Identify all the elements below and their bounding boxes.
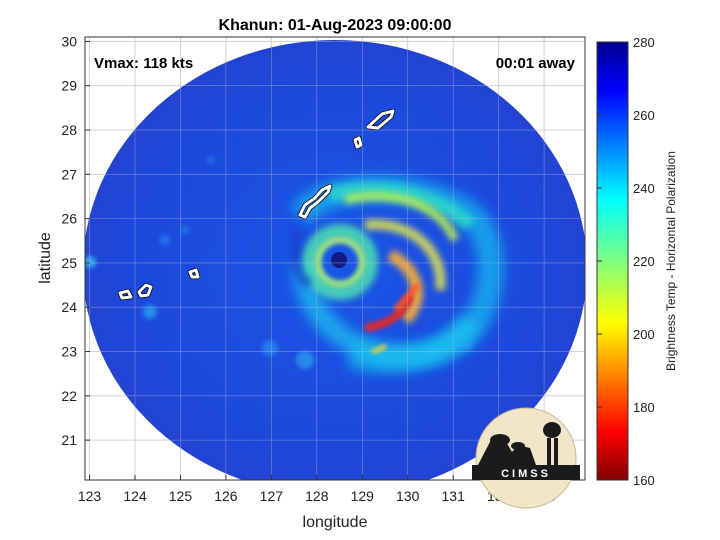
logo-text: CIMSS [501, 468, 551, 480]
x-tick-label: 130 [396, 488, 420, 504]
x-axis-label: longitude [303, 514, 368, 531]
axes-border [84, 36, 586, 481]
y-tick-label: 30 [61, 33, 77, 49]
coastlines [117, 108, 396, 301]
x-tick-label: 125 [169, 488, 193, 504]
colorbar-label: Brightness Temp - Horizontal Polarizatio… [664, 151, 678, 371]
x-tick-label: 126 [214, 488, 238, 504]
y-tick-labels: 21 22 23 24 25 26 27 28 29 30 [61, 33, 90, 448]
y-tick-label: 23 [61, 344, 77, 360]
colorbar-tick-label: 160 [633, 473, 655, 488]
colorbar-tick-label: 200 [633, 327, 655, 342]
x-tick-label: 124 [123, 488, 147, 504]
colorbar-tick-label: 280 [633, 35, 655, 50]
colorbar-tick-label: 240 [633, 181, 655, 196]
y-axis-label: latitude [37, 232, 54, 284]
y-tick-label: 27 [61, 166, 77, 182]
time-offset-annotation: 00:01 away [496, 55, 576, 72]
cimss-logo: CIMSS [472, 407, 580, 509]
colorbar-tick-label: 220 [633, 254, 655, 269]
y-tick-label: 28 [61, 122, 77, 138]
x-tick-label: 131 [442, 488, 466, 504]
colorbar-tick-labels: 280 260 240 220 200 180 160 [597, 35, 655, 488]
chart-title: Khanun: 01-Aug-2023 09:00:00 [219, 17, 452, 34]
colorbar-tick-label: 180 [633, 400, 655, 415]
y-tick-label: 26 [61, 211, 77, 227]
x-tick-labels: 123124125126127128129130131132133 [78, 475, 556, 504]
y-tick-label: 24 [61, 299, 77, 315]
y-tick-label: 22 [61, 388, 77, 404]
y-tick-label: 21 [61, 432, 77, 448]
y-tick-label: 29 [61, 78, 77, 94]
storm-eye [331, 252, 347, 268]
y-tick-label: 25 [61, 255, 77, 271]
grid-overlay [85, 37, 585, 480]
x-tick-label: 123 [78, 488, 102, 504]
vmax-annotation: Vmax: 118 kts [94, 55, 193, 72]
x-tick-label: 128 [305, 488, 329, 504]
colorbar-tick-label: 260 [633, 108, 655, 123]
x-tick-label: 127 [260, 488, 284, 504]
x-tick-label: 129 [351, 488, 375, 504]
